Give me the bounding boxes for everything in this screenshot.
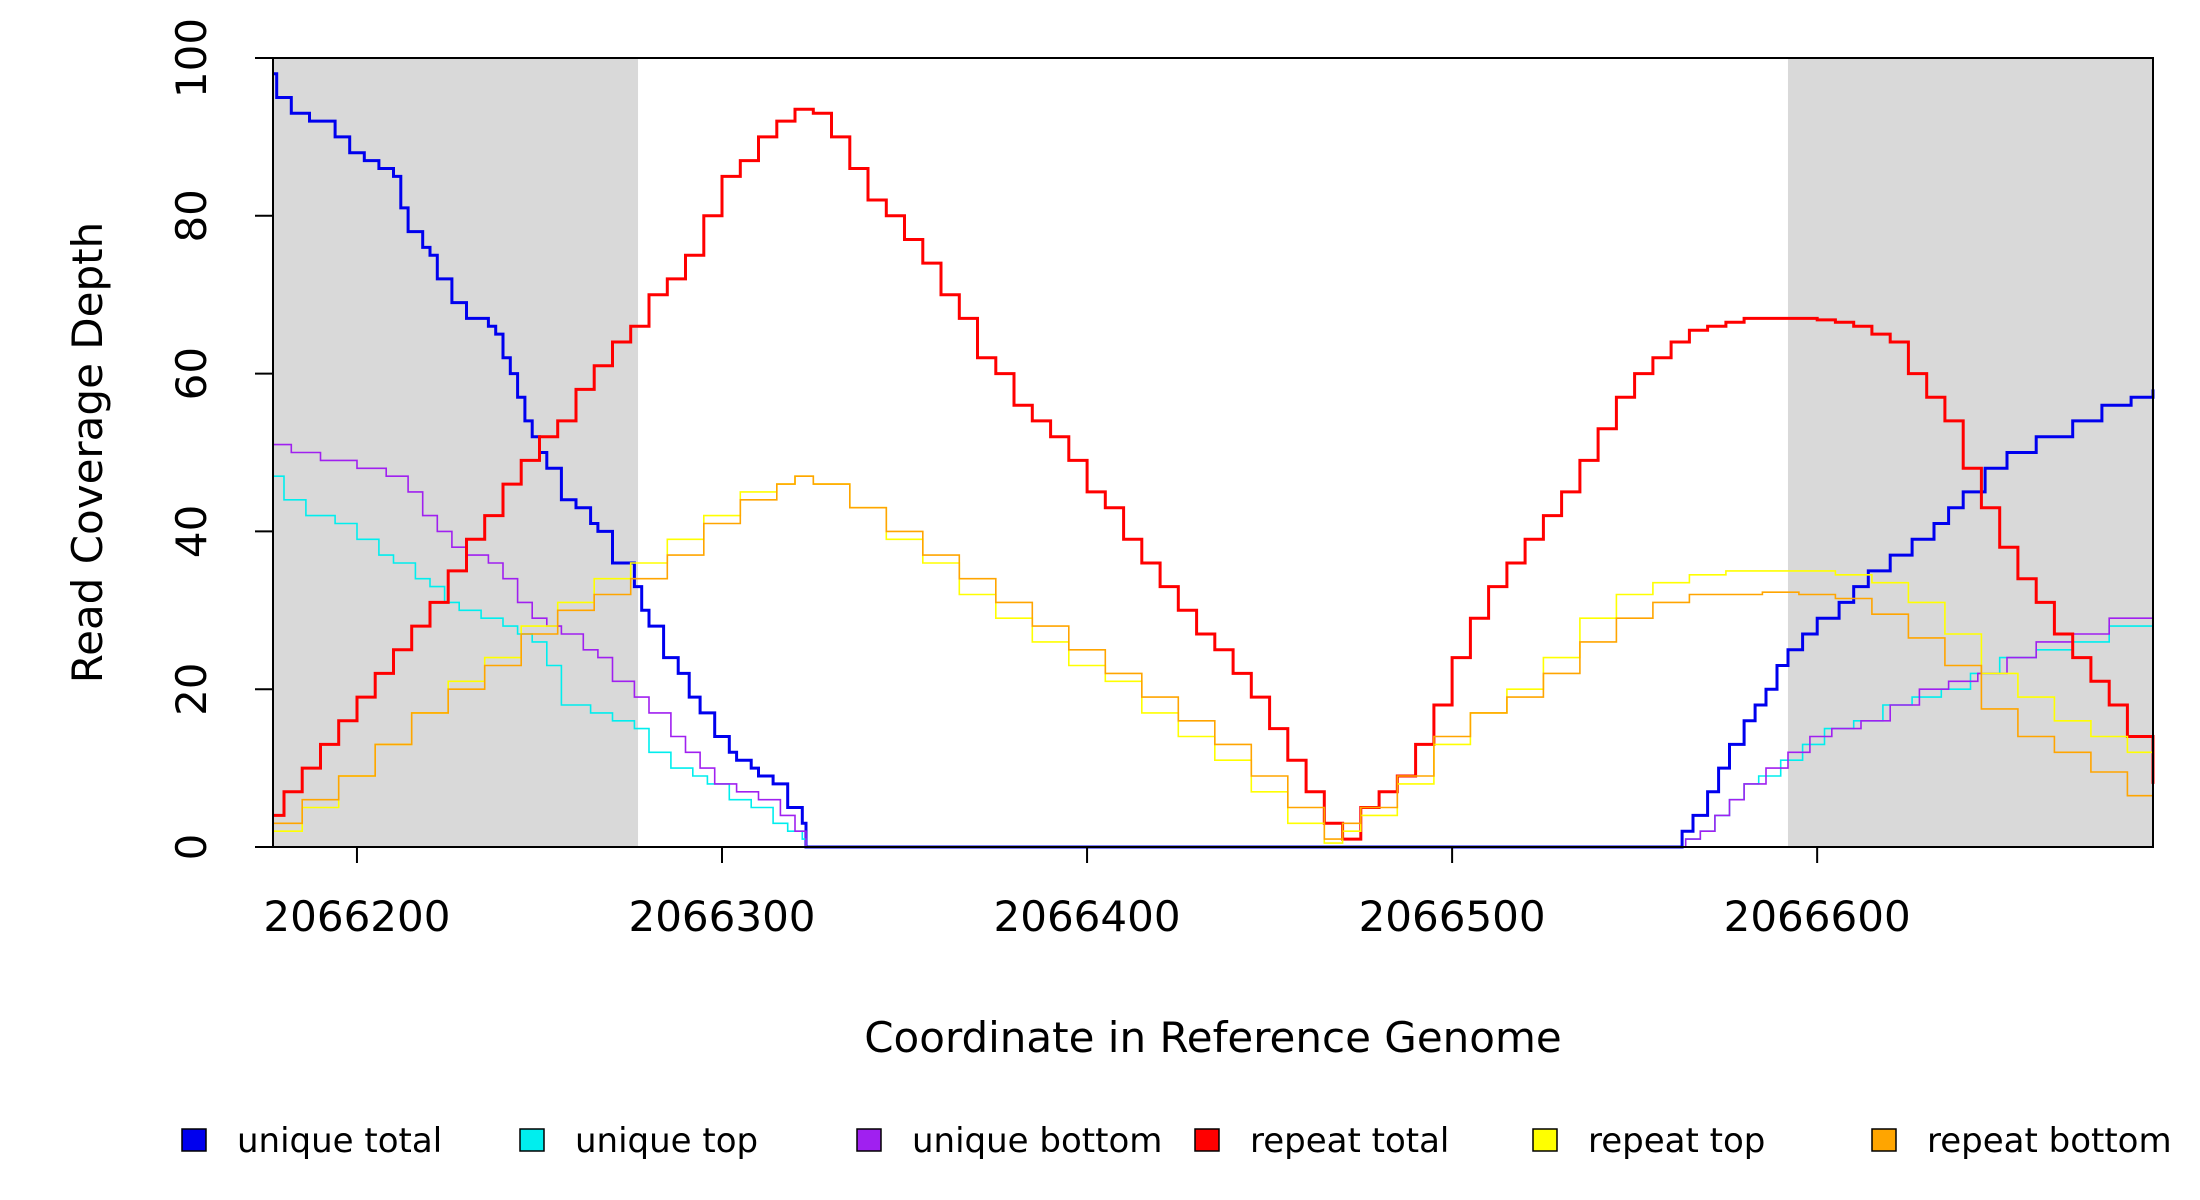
x-axis: 2066200 2066300 2066400 2066500 2066600 xyxy=(263,847,1911,941)
x-tick-label: 2066500 xyxy=(1359,892,1546,941)
y-tick-label: 60 xyxy=(167,347,216,400)
legend-label: repeat total xyxy=(1250,1121,1449,1161)
legend-label: repeat top xyxy=(1588,1121,1765,1161)
legend-swatch-repeat-bottom xyxy=(1871,1128,1897,1152)
legend-swatch-repeat-total xyxy=(1194,1128,1220,1152)
y-tick-label: 80 xyxy=(167,189,216,242)
legend-swatch-unique-top xyxy=(519,1128,545,1152)
x-tick-label: 2066600 xyxy=(1724,892,1911,941)
legend: unique total unique top unique bottom repea… xyxy=(181,1121,2172,1161)
plot-frame xyxy=(272,57,2154,848)
legend-swatch-unique-bottom xyxy=(856,1128,882,1152)
shaded-region-1 xyxy=(273,58,639,847)
x-tick-label: 2066300 xyxy=(628,892,815,941)
series-line-repeat-total xyxy=(273,107,2155,841)
shaded-regions xyxy=(273,58,2153,847)
y-tick-label: 100 xyxy=(167,18,216,98)
legend-label: unique top xyxy=(575,1121,758,1161)
legend-label: unique total xyxy=(237,1121,442,1161)
x-tick-label: 2066400 xyxy=(994,892,1181,941)
y-axis: 0 20 40 60 80 100 xyxy=(167,18,273,860)
y-tick-label: 20 xyxy=(167,662,216,715)
series-line-repeat-bottom xyxy=(273,475,2154,840)
series-line-unique-total xyxy=(273,72,2155,849)
y-tick-label: 0 xyxy=(167,834,216,861)
series-lines xyxy=(273,72,2155,849)
legend-label: repeat bottom xyxy=(1927,1121,2172,1161)
legend-label: unique bottom xyxy=(912,1121,1162,1161)
legend-swatch-repeat-top xyxy=(1532,1128,1558,1152)
shaded-region-2 xyxy=(1787,58,2153,847)
legend-swatch-unique-total xyxy=(181,1128,207,1152)
y-tick-label: 40 xyxy=(167,505,216,558)
y-axis-label: Read Coverage Depth xyxy=(63,222,112,683)
x-axis-label: Coordinate in Reference Genome xyxy=(864,1013,1562,1062)
series-line-unique-bottom xyxy=(273,443,2154,848)
x-tick-label: 2066200 xyxy=(263,892,450,941)
